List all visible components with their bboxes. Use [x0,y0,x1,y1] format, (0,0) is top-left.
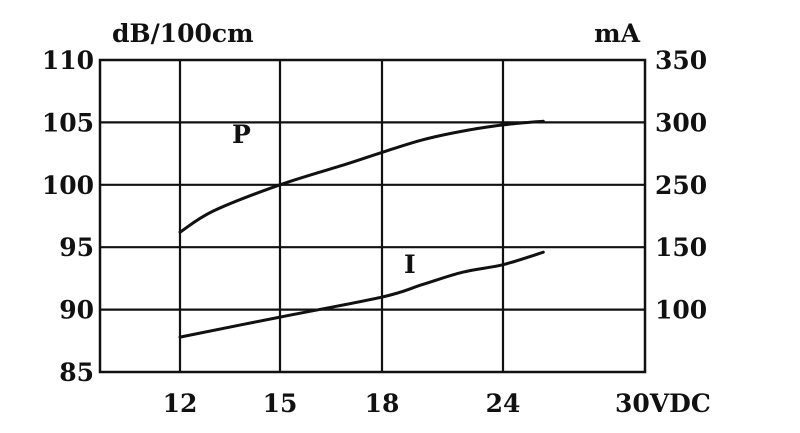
series-layer [178,119,545,339]
series-label-p: P [232,120,251,149]
y-right-tick-label: 150 [655,233,707,262]
tick-labels: 85 90 95 100 105 110 350 300 250 150 100 12 15 18 24 30… [42,46,711,418]
y-right-tick-label: 350 [655,46,707,75]
plot-frame [98,58,647,374]
x-tick-label: 18 [365,389,400,418]
left-axis-unit: dB/100cm [112,19,254,48]
y-right-tick-label: 300 [655,108,707,137]
y-right-tick-label: 100 [655,296,707,325]
x-tick-label: 30VDC [615,389,711,418]
y-left-tick-label: 90 [59,296,94,325]
x-tick-label: 24 [486,389,521,418]
series-line-i [178,250,545,339]
series-line-p [178,119,545,234]
right-axis-unit: mA [594,19,640,48]
grid [98,58,647,374]
y-left-tick-label: 100 [42,171,94,200]
y-right-tick-label: 250 [655,171,707,200]
series-label-i: I [404,250,416,279]
x-tick-label: 15 [263,389,298,418]
y-left-tick-label: 110 [42,46,94,75]
y-left-tick-label: 95 [59,233,94,262]
x-tick-label: 12 [163,389,198,418]
y-left-tick-label: 85 [59,358,94,387]
y-left-tick-label: 105 [42,108,94,137]
